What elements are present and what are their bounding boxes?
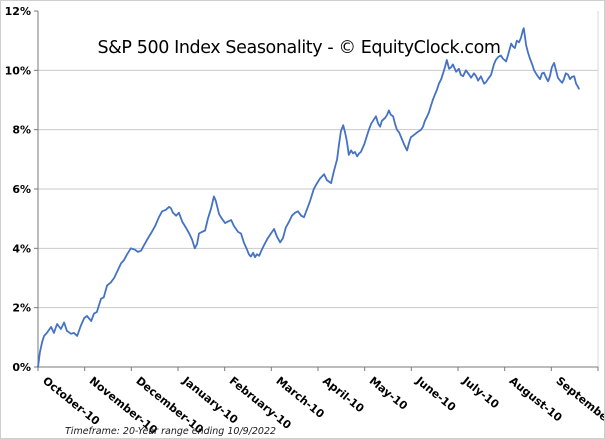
y-axis-label: 12%: [5, 5, 31, 18]
y-axis-label: 4%: [12, 242, 31, 255]
series-line: [37, 27, 580, 368]
x-axis-label: September-10: [553, 374, 605, 439]
y-axis-label: 6%: [12, 183, 31, 196]
x-axis-label: July-10: [459, 374, 501, 412]
x-axis-label: May-10: [367, 374, 410, 413]
seasonality-line: [37, 27, 580, 368]
axis-ticks: [34, 10, 599, 371]
timeframe-note: Timeframe: 20-Year range ending 10/9/202…: [65, 426, 276, 437]
x-axis-label: April-10: [320, 374, 367, 415]
gridlines: [38, 69, 598, 309]
y-axis-labels: 0% 2% 4% 6% 8% 10% 12%: [5, 5, 31, 374]
y-axis-label: 8%: [12, 124, 31, 137]
x-axis-label: June-10: [413, 374, 459, 415]
y-axis-label: 10%: [5, 64, 31, 77]
y-axis-label: 0%: [12, 361, 31, 374]
y-axis-label: 2%: [12, 302, 31, 315]
chart-title: S&P 500 Index Seasonality - © EquityCloc…: [97, 38, 500, 58]
